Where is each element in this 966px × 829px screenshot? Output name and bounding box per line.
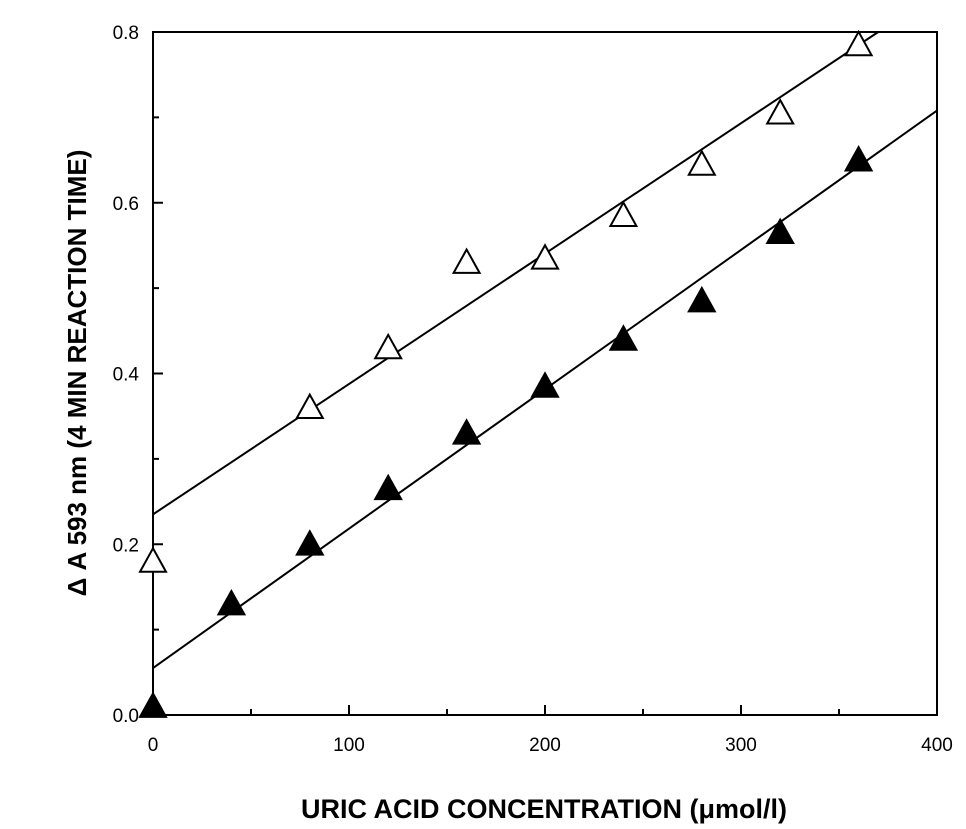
fit-line (152, 31, 879, 516)
x-tick-label: 400 (921, 735, 953, 756)
filled-triangle-point (530, 371, 560, 398)
x-tick-label: 300 (725, 735, 757, 756)
filled-triangle-point (138, 691, 168, 718)
open-triangle-point (843, 29, 874, 57)
filled-triangle-point (373, 473, 403, 501)
open-triangle-point (687, 149, 717, 176)
y-axis-ticks: 0.0 0.2 0.4 0.6 0.8 (113, 23, 163, 727)
open-triangle-point (138, 546, 168, 573)
open-triangle-point (530, 243, 560, 270)
filled-triangle-point (216, 588, 247, 616)
x-axis-ticks: 0 100 200 300 400 (148, 705, 953, 756)
open-triangle-point (451, 247, 482, 274)
y-tick-label: 0.6 (113, 194, 139, 215)
open-triangle-point (373, 332, 403, 360)
x-axis-title: URIC ACID CONCENTRATION (μmol/l) (301, 794, 787, 824)
filled-triangle-point (451, 418, 482, 445)
x-tick-label: 100 (333, 735, 365, 756)
y-tick-label: 0.8 (113, 23, 139, 44)
open-triangle-point (608, 200, 639, 227)
open-triangle-point (295, 392, 325, 420)
y-axis-title: Δ A 593 nm (4 MIN REACTION TIME) (62, 150, 92, 597)
y-tick-label: 0.4 (113, 365, 140, 386)
filled-triangle-point (843, 145, 874, 172)
filled-triangle-point (608, 324, 639, 351)
filled-triangle-point (765, 217, 795, 245)
filled-triangle-point (295, 529, 325, 556)
x-tick-label: 200 (529, 735, 561, 756)
data-markers (138, 29, 874, 718)
x-tick-label: 0 (148, 735, 159, 756)
filled-triangle-point (687, 285, 717, 313)
fit-lines (152, 31, 938, 669)
y-tick-label: 0.2 (113, 535, 139, 556)
y-tick-label: 0.0 (113, 706, 139, 727)
open-triangle-point (765, 98, 795, 125)
